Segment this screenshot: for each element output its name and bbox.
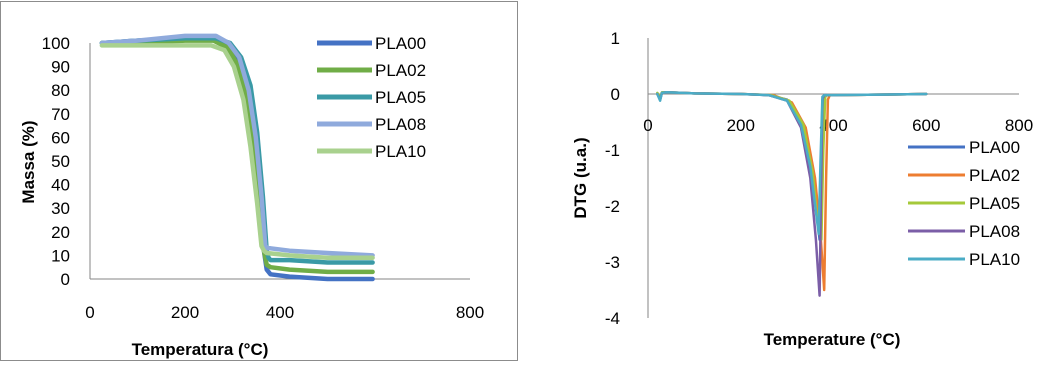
series-line-pla10 [656, 91, 928, 236]
y-tick-label: 60 [51, 128, 70, 147]
x-tick-label: 800 [456, 303, 484, 322]
y-axis-title: Massa (%) [19, 120, 38, 203]
y-tick-label: 90 [51, 58, 70, 77]
y-axis-title: DTG (u.a.) [571, 137, 590, 218]
y-tick-label: 40 [51, 176, 70, 195]
legend-label: PLA10 [969, 250, 1020, 269]
x-tick-label: 400 [266, 303, 294, 322]
legend-label: PLA00 [375, 34, 426, 53]
legend-label: PLA02 [375, 61, 426, 80]
series-line-pla08 [99, 33, 375, 258]
legend: PLA00 PLA02 PLA05 PLA08 PLA10 [908, 138, 1020, 269]
x-axis-title: Temperature (°C) [764, 330, 901, 349]
dtg-chart: 10-1-2-3-40 200 400 600 800 Temperature (°C)… [571, 29, 1033, 349]
y-tick-label: 70 [51, 105, 70, 124]
y-tick-label: 50 [51, 152, 70, 171]
y-tick-label: 0 [611, 85, 620, 104]
tga-chart: 0 10 20 30 40 50 60 70 80 90 100 0 200 400 800 Tempera… [0, 1, 518, 361]
series-line-pla02 [99, 38, 375, 275]
x-tick-label: 0 [643, 116, 652, 135]
series-line-pla00 [656, 91, 928, 241]
y-tick-label: -1 [605, 141, 620, 160]
x-tick-label: 200 [171, 303, 199, 322]
axes [89, 43, 470, 280]
legend-label: PLA10 [375, 142, 426, 161]
x-tick-label: 0 [85, 303, 94, 322]
series-line-pla10 [99, 43, 375, 261]
legend-label: PLA02 [969, 166, 1020, 185]
legend: PLA00 PLA02 PLA05 PLA08 PLA10 [317, 34, 426, 161]
y-tick-label: -4 [605, 309, 620, 328]
y-tick-label: 30 [51, 199, 70, 218]
x-tick-label: 200 [727, 116, 755, 135]
legend-label: PLA05 [375, 88, 426, 107]
series-line-pla08 [656, 91, 928, 297]
y-tick-label: 0 [61, 270, 70, 289]
legend-label: PLA08 [969, 222, 1020, 241]
series-line-pla05 [656, 91, 928, 241]
series-lines [656, 91, 928, 297]
y-tick-label: 1 [611, 29, 620, 48]
tga-chart-panel: 0 10 20 30 40 50 60 70 80 90 100 0 200 400 800 Tempera… [0, 0, 519, 362]
y-tick-label: 20 [51, 223, 70, 242]
y-tick-label: 100 [42, 34, 70, 53]
axes [647, 38, 1019, 318]
x-axis-title: Temperatura (°C) [132, 340, 269, 359]
y-tick-label: -2 [605, 197, 620, 216]
y-tick-label: -3 [605, 253, 620, 272]
dtg-chart-panel: 1 0 -1 -2 -3 -4 0 200 400 600 800 Temperature (°C)… [519, 0, 1056, 362]
series-lines [99, 33, 375, 282]
legend-label: PLA00 [969, 138, 1020, 157]
x-tick-label: 600 [912, 116, 940, 135]
y-tick-label: 10 [51, 246, 70, 265]
legend-label: PLA05 [969, 194, 1020, 213]
legend-label: PLA08 [375, 115, 426, 134]
series-line-pla02 [656, 91, 928, 292]
x-tick-label: 800 [1005, 116, 1033, 135]
tick-labels: 0 10 20 30 40 50 60 70 80 90 100 0 200 400 800 [42, 34, 485, 322]
y-tick-label: 80 [51, 81, 70, 100]
